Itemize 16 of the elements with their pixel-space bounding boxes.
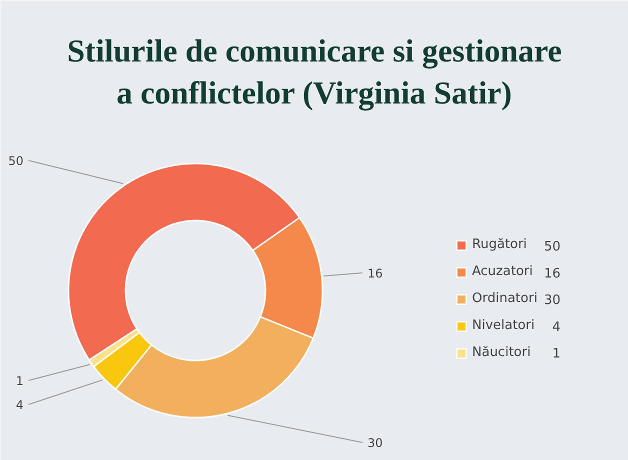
legend-label: Nivelatori [472,318,535,333]
data-label: 4 [16,398,24,412]
data-label: 30 [368,436,383,450]
data-label: 50 [8,154,24,168]
text: 16 [544,266,561,282]
chart-title: Stilurile de comunicare si gestionare a conflictelor (Virginia Satir) [67,32,562,112]
data-label: 16 [368,266,383,280]
legend-label: Ordinatori [472,291,538,306]
legend-label: Năucitori [472,345,531,360]
legend-label: Acuzatori [472,264,533,279]
text: 4 [552,320,561,335]
text: 30 [544,293,561,308]
text: 1 [552,346,561,362]
legend-label: Rugători [472,237,527,252]
text: 50 [544,240,561,254]
data-label: 1 [16,374,24,388]
